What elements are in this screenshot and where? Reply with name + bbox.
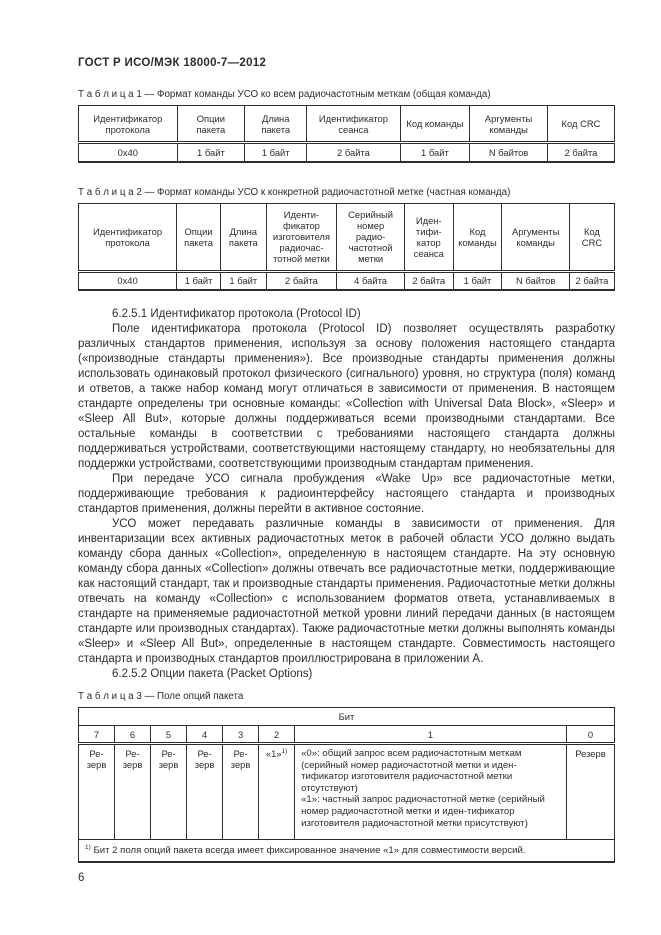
table3-bit-header: Бит xyxy=(78,707,615,726)
table2-value-cell: 0x40 xyxy=(77,270,178,291)
table3-bit-number: 0 xyxy=(565,725,616,745)
table2-command-format-private: Идентификатор протокола Опции пакета Дли… xyxy=(77,202,616,291)
table3-reserve-cell: Ре- зерв xyxy=(114,743,152,840)
table2-value-cell: 4 байта xyxy=(336,270,405,291)
table3-bit-number: 1 xyxy=(294,725,567,745)
document-title: ГОСТ Р ИСО/МЭК 18000-7—2012 xyxy=(78,57,267,69)
paragraph: УСО может передавать различные команды в… xyxy=(78,518,615,665)
table3-reserve-cell: Ре- зерв xyxy=(77,743,116,840)
table1-header-cell: Код CRC xyxy=(546,105,616,144)
table2-header-row: Идентификатор протокола Опции пакета Дли… xyxy=(77,202,616,273)
section-6251-heading: 6.2.5.1 Идентификатор протокола (Protoco… xyxy=(112,308,361,320)
table3-footnote: 1) Бит 2 поля опций пакета всегда имеет … xyxy=(78,839,615,862)
section-6252-heading: 6.2.5.2 Опции пакета (Packet Options) xyxy=(112,668,313,680)
table1-value-row: 0x40 1 байт 1 байт 2 байта 1 байт N байт… xyxy=(78,142,616,162)
footnote-text: Бит 2 поля опций пакета всегда имеет фик… xyxy=(90,844,526,856)
paragraph: Поле идентификатора протокола (Protocol … xyxy=(78,323,615,470)
table2-caption: Т а б л и ц а 2 — Формат команды УСО к к… xyxy=(78,186,511,198)
table2-value-cell: 1 байт xyxy=(176,270,222,291)
table3-packet-options: Бит 7 6 5 4 3 2 1 0 Ре- зерв Ре- зерв Ре… xyxy=(77,707,616,863)
table2-header-cell: Код CRC xyxy=(568,202,616,273)
table2-header-cell: Идентификатор протокола xyxy=(77,202,178,273)
table1-value-cell: 2 байта xyxy=(546,142,616,162)
table3-reserve-cell: Ре- зерв xyxy=(150,743,188,840)
table2-header-cell: Опции пакета xyxy=(176,202,222,273)
table2-value-cell: 2 байта xyxy=(265,270,338,291)
section-6251: 6.2.5.1 Идентификатор протокола (Protoco… xyxy=(78,307,615,682)
table2-value-cell: 1 байт xyxy=(220,270,267,291)
table3-value-row: Ре- зерв Ре- зерв Ре- зерв Ре- зерв Ре- … xyxy=(77,743,616,840)
table3-bit1-description-cell: «0»: общий запрос всем радиочастотным ме… xyxy=(294,743,567,840)
table2-header-cell: Длина пакета xyxy=(220,202,267,273)
table2-header-cell: Серийный номер радио- частотной метки xyxy=(336,202,405,273)
table2-header-cell: Иден- тифи- катор сеанса xyxy=(403,202,454,273)
table1-header-cell: Опции пакета xyxy=(176,105,246,144)
footnote-marker: 1) xyxy=(85,843,91,851)
table2-value-cell: N байтов xyxy=(501,270,570,291)
table1-value-cell: 0x40 xyxy=(78,142,178,162)
table3-bit-span-row: Бит xyxy=(78,707,615,726)
table3-bit-number: 7 xyxy=(77,725,116,745)
table1-header-cell: Аргументы команды xyxy=(469,105,548,144)
paragraph: При передаче УСО сигнала пробуждения «Wa… xyxy=(78,473,615,515)
table3-reserve-full-cell: Резерв xyxy=(565,743,616,840)
table1-header-cell: Идентификатор сеанса xyxy=(306,105,401,144)
table3-bit-number-row: 7 6 5 4 3 2 1 0 xyxy=(77,725,616,745)
table2-value-row: 0x40 1 байт 1 байт 2 байта 4 байта 2 бай… xyxy=(77,270,616,291)
table3-bit-number: 4 xyxy=(186,725,224,745)
table3-bit2-cell: «1»1) xyxy=(258,743,296,840)
table2-value-cell: 1 байт xyxy=(452,270,503,291)
bit2-value: «1» xyxy=(265,748,282,759)
bit2-footnote-marker: 1) xyxy=(281,747,288,755)
table2-value-cell: 2 байта xyxy=(568,270,616,291)
table3-reserve-cell: Ре- зерв xyxy=(222,743,260,840)
table3-bit-number: 3 xyxy=(222,725,260,745)
table1-value-cell: 1 байт xyxy=(244,142,308,162)
table2-header-cell: Иденти- фикатор изготовителя радиочас- т… xyxy=(265,202,338,273)
document-page: ГОСТ Р ИСО/МЭК 18000-7—2012 Т а б л и ц … xyxy=(77,57,616,884)
table1-header-cell: Длина пакета xyxy=(244,105,308,144)
table3-footnote-row: 1) Бит 2 поля опций пакета всегда имеет … xyxy=(78,839,615,862)
table1-value-cell: N байтов xyxy=(469,142,548,162)
table1-command-format-general: Идентификатор протокола Опции пакета Дли… xyxy=(78,105,616,163)
table3-reserve-cell: Ре- зерв xyxy=(186,743,224,840)
table3-bit-number: 5 xyxy=(150,725,188,745)
table1-header-cell: Код команды xyxy=(399,105,471,144)
table2-header-cell: Код команды xyxy=(452,202,503,273)
table3-bit-number: 2 xyxy=(258,725,296,745)
table1-header-row: Идентификатор протокола Опции пакета Дли… xyxy=(78,105,616,144)
page-number: 6 xyxy=(78,871,85,884)
table1-caption: Т а б л и ц а 1 — Формат команды УСО ко … xyxy=(78,89,491,100)
table2-header-cell: Аргументы команды xyxy=(501,202,570,273)
table1-value-cell: 1 байт xyxy=(176,142,246,162)
table1-value-cell: 2 байта xyxy=(306,142,401,162)
table1-header-cell: Идентификатор протокола xyxy=(78,105,178,144)
table2-value-cell: 2 байта xyxy=(403,270,454,291)
table3-bit-number: 6 xyxy=(114,725,152,745)
table3-caption: Т а б л и ц а 3 — Поле опций пакета xyxy=(78,691,244,702)
table1-value-cell: 1 байт xyxy=(399,142,471,162)
